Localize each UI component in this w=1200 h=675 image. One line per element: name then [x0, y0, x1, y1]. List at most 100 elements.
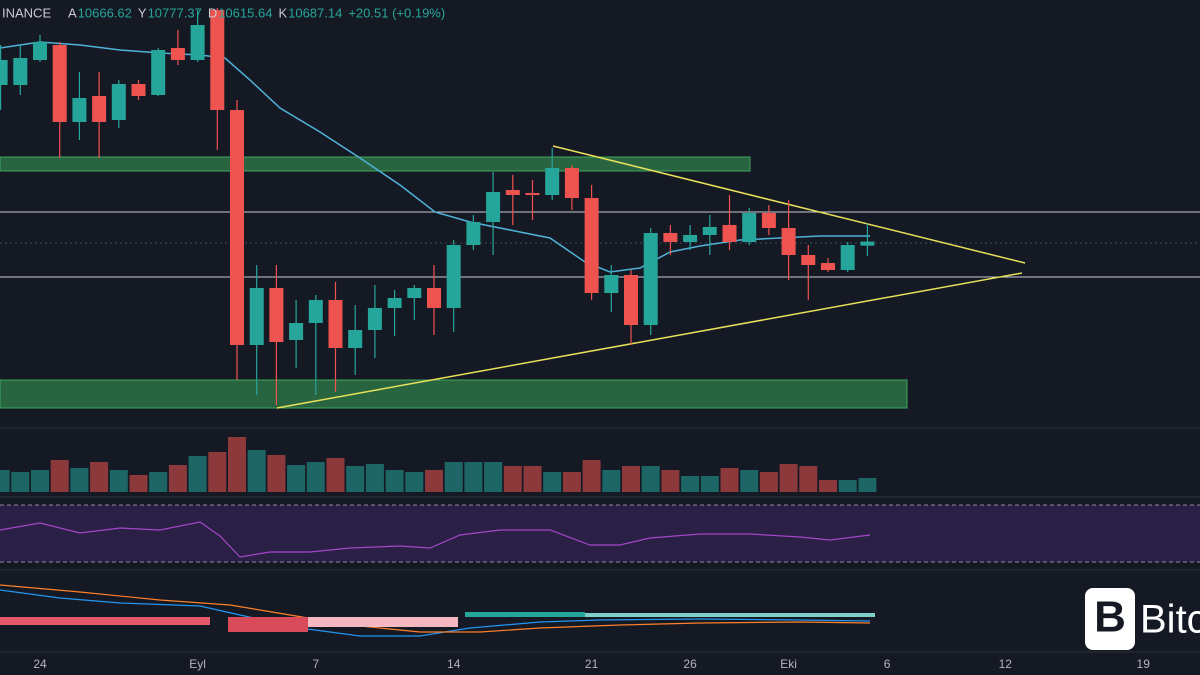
volume-bar: [306, 462, 325, 492]
volume-bar: [208, 452, 227, 492]
volume-bar: [740, 470, 759, 492]
volume-pane: [0, 437, 877, 492]
volume-bar: [819, 480, 837, 492]
candle-body: [840, 245, 855, 270]
volume-bar: [405, 472, 424, 492]
ohlc-value: 10687.14: [288, 5, 342, 20]
volume-bar: [503, 466, 522, 492]
candles: [0, 8, 875, 405]
volume-bar: [720, 468, 739, 492]
volume-bar: [385, 470, 404, 492]
candle-body: [111, 84, 126, 120]
candle-body: [308, 300, 323, 323]
logo-glyph: B: [1094, 593, 1126, 642]
macd-histogram: [0, 612, 875, 632]
macd-bar: [0, 617, 210, 625]
candle-body: [624, 275, 638, 325]
x-tick-label: 6: [884, 657, 891, 671]
volume-bar: [168, 465, 187, 492]
x-tick-label: Eyl: [189, 657, 206, 671]
candle-body: [170, 48, 185, 60]
candle-body: [604, 275, 619, 293]
volume-bar: [858, 478, 877, 492]
ohlc-value: 10666.62: [78, 5, 132, 20]
volume-bar: [562, 472, 581, 492]
candle-body: [584, 198, 599, 293]
volume-bar: [523, 466, 542, 492]
watermark: B Bitc: [1085, 588, 1200, 650]
x-tick-label: 7: [312, 657, 319, 671]
watermark-text: Bitc: [1140, 598, 1200, 642]
candle-body: [525, 193, 540, 195]
candle-body: [348, 330, 363, 348]
volume-bar: [425, 470, 443, 492]
candle-body: [131, 84, 146, 96]
volume-bar: [228, 437, 246, 492]
candle-body: [367, 308, 382, 330]
ohlc-label: A: [68, 5, 77, 20]
candle-body: [33, 42, 47, 60]
volume-bar: [543, 472, 562, 492]
rsi-band: [0, 505, 1200, 562]
candle-body: [72, 98, 87, 122]
candle-body: [486, 192, 501, 222]
ohlc-change: +20.51 (+0.19%): [348, 5, 445, 20]
volume-bar: [0, 470, 10, 492]
volume-bar: [129, 475, 148, 492]
ohlc-label: K: [278, 5, 287, 20]
x-tick-label: Eki: [780, 657, 797, 671]
volume-bar: [50, 460, 69, 492]
volume-bar: [759, 472, 778, 492]
exchange: INANCE: [2, 5, 51, 20]
candle-body: [761, 213, 776, 228]
resistance-zone: [0, 156, 751, 172]
volume-bar: [31, 470, 49, 492]
volume-bar: [484, 462, 503, 492]
candle-body: [427, 288, 441, 308]
candle-body: [0, 60, 8, 85]
volume-bar: [109, 470, 128, 492]
volume-bar: [346, 466, 365, 492]
candle-body: [92, 96, 107, 122]
candle-body: [407, 288, 422, 298]
candle-body: [663, 233, 678, 242]
candle-body: [230, 110, 244, 345]
macd-line: [0, 589, 871, 637]
rsi-line: [0, 521, 871, 558]
x-tick-label: 14: [447, 657, 461, 671]
macd-bar: [228, 617, 308, 632]
volume-bar: [444, 462, 463, 492]
logo: [1085, 588, 1135, 650]
macd-bar: [465, 612, 585, 617]
volume-bar: [287, 465, 306, 492]
ohlc-value: 10777.37: [148, 5, 202, 20]
candle-body: [151, 50, 166, 95]
ohlc-label: Y: [138, 5, 147, 20]
volume-bar: [267, 455, 286, 492]
volume-bar: [838, 480, 857, 492]
candle-body: [860, 241, 875, 246]
volume-bar: [11, 472, 30, 492]
volume-bar: [188, 456, 207, 492]
candle-body: [545, 168, 560, 195]
candle-body: [387, 298, 402, 308]
candle-body: [190, 25, 205, 60]
candle-body: [269, 288, 284, 342]
candle-body: [722, 225, 737, 242]
volume-bar: [326, 458, 345, 492]
x-tick-label: 26: [683, 657, 697, 671]
candle-body: [821, 263, 835, 270]
x-tick-label: 21: [585, 657, 599, 671]
volume-bar: [641, 466, 660, 492]
volume-bar: [365, 464, 384, 492]
candle-body: [643, 233, 658, 325]
x-tick-label: 12: [999, 657, 1013, 671]
candle-body: [466, 222, 481, 245]
ohlc-value: 10615.64: [218, 5, 272, 20]
candle-body: [505, 190, 520, 195]
volume-bar: [149, 472, 168, 492]
candle-body: [328, 300, 343, 348]
volume-bar: [681, 476, 700, 492]
macd-bar: [585, 613, 875, 617]
